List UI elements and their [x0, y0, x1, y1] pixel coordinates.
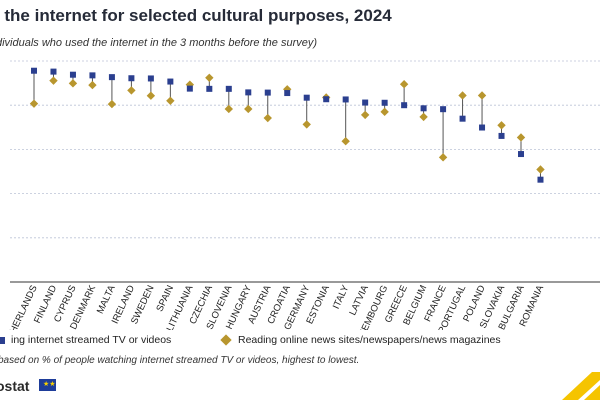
data-point-online-news — [146, 91, 156, 100]
data-point-streamed-tv — [537, 176, 544, 183]
data-point-online-news — [302, 120, 311, 129]
data-point-online-news — [68, 79, 78, 88]
data-point-streamed-tv — [459, 115, 466, 122]
legend-label-online-news: Reading online news sites/newspapers/new… — [238, 334, 501, 346]
data-point-online-news — [127, 86, 136, 95]
data-point-online-news — [29, 99, 39, 108]
data-point-online-news — [360, 110, 370, 120]
data-point-streamed-tv — [50, 68, 57, 75]
data-point-streamed-tv — [362, 99, 369, 106]
data-point-streamed-tv — [167, 78, 174, 85]
data-point-online-news — [458, 91, 467, 100]
data-point-online-news — [536, 165, 545, 174]
data-point-streamed-tv — [264, 89, 271, 96]
data-point-online-news — [244, 104, 253, 114]
data-point-streamed-tv — [518, 151, 524, 158]
chart-subtitle: dividuals who used the internet in the 3… — [0, 37, 318, 49]
dot-plot-chart: NETHERLANDSFINLANDCYPRUSDENMARKMALTAIREL… — [0, 60, 600, 330]
data-point-online-news — [399, 80, 409, 89]
eu-flag-icon: ★★ — [39, 379, 56, 391]
x-tick-label: ITALY — [331, 283, 352, 311]
corner-stripe-decoration — [562, 372, 600, 400]
data-point-online-news — [49, 76, 58, 85]
data-point-online-news — [516, 133, 526, 142]
data-point-streamed-tv — [89, 72, 96, 79]
data-point-streamed-tv — [323, 96, 330, 103]
data-point-online-news — [263, 113, 272, 123]
data-point-online-news — [107, 99, 117, 109]
data-point-streamed-tv — [381, 99, 388, 106]
data-point-streamed-tv — [440, 106, 447, 113]
data-point-streamed-tv — [401, 102, 408, 109]
data-point-online-news — [419, 112, 428, 122]
data-point-streamed-tv — [420, 105, 427, 112]
data-point-online-news — [166, 96, 175, 105]
data-point-streamed-tv — [147, 75, 154, 82]
data-point-online-news — [341, 137, 350, 146]
data-point-streamed-tv — [69, 71, 76, 78]
data-point-online-news — [497, 121, 506, 130]
legend-item-streamed-tv: ing internet streamed TV or videos — [0, 334, 171, 346]
data-point-streamed-tv — [108, 74, 115, 81]
legend-square-marker — [0, 336, 5, 344]
data-point-streamed-tv — [284, 90, 291, 97]
data-point-streamed-tv — [303, 94, 310, 101]
footer: ostat ★★ — [0, 372, 600, 400]
legend-item-online-news: Reading online news sites/newspapers/new… — [220, 334, 501, 346]
data-point-online-news — [88, 80, 97, 90]
chart-note: based on % of people watching internet s… — [0, 355, 360, 366]
data-point-online-news — [205, 73, 214, 82]
data-point-streamed-tv — [342, 96, 349, 103]
data-point-streamed-tv — [128, 75, 135, 82]
data-point-streamed-tv — [31, 67, 37, 74]
chart-title: f the internet for selected cultural pur… — [0, 6, 392, 25]
data-point-streamed-tv — [206, 85, 213, 92]
data-point-online-news — [438, 153, 448, 162]
legend-label-streamed-tv: ing internet streamed TV or videos — [11, 334, 172, 346]
data-point-online-news — [477, 91, 487, 100]
data-point-online-news — [380, 107, 389, 117]
data-point-online-news — [224, 104, 233, 114]
legend-diamond-marker — [220, 334, 232, 346]
data-point-streamed-tv — [498, 132, 505, 139]
data-point-streamed-tv — [245, 89, 252, 96]
data-point-streamed-tv — [225, 85, 232, 92]
x-tick-label: NETHERLANDS — [0, 284, 40, 330]
data-point-streamed-tv — [186, 85, 193, 92]
data-point-streamed-tv — [479, 124, 486, 131]
data-point-online-news — [185, 80, 195, 89]
eurostat-logo-text: ostat — [0, 378, 30, 394]
